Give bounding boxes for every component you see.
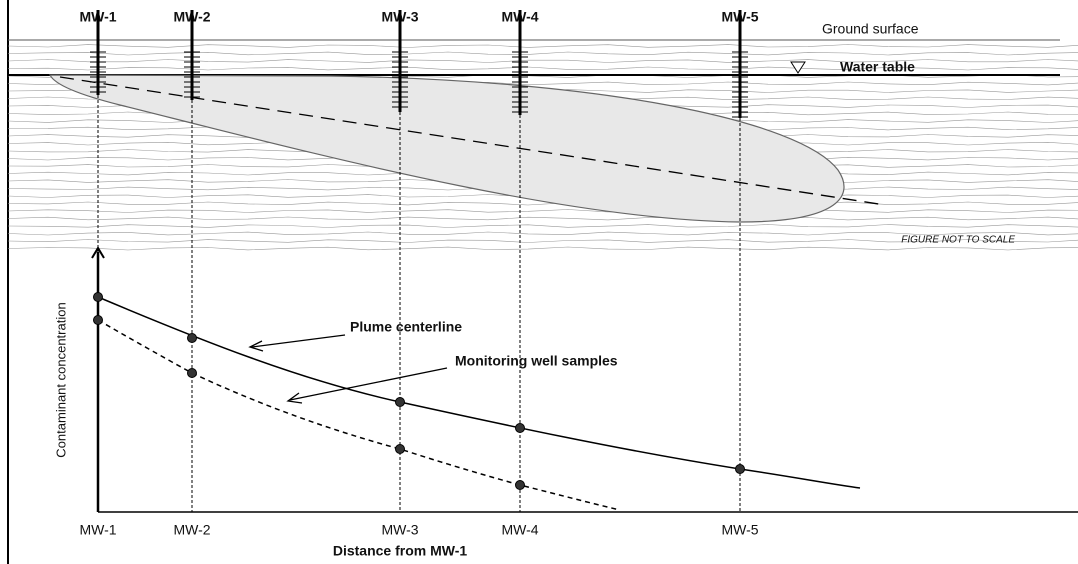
pointer-head xyxy=(248,340,264,352)
plume-centerline-label: Plume centerline xyxy=(350,319,462,335)
hatch-line xyxy=(7,239,1078,243)
hatch-line xyxy=(7,59,1078,63)
pointer-head xyxy=(286,392,303,404)
y-axis-arrow xyxy=(91,246,105,259)
sample-point xyxy=(187,368,197,378)
well-bottom-label: MW-5 xyxy=(721,522,758,538)
pointer xyxy=(289,367,448,401)
pointer xyxy=(251,334,346,348)
hatch-line xyxy=(7,201,1078,206)
well-bottom-label: MW-3 xyxy=(381,522,418,538)
hatch-line xyxy=(7,231,1078,236)
ground-surface-label: Ground surface xyxy=(822,21,919,37)
sample-point xyxy=(515,480,525,490)
sample-point xyxy=(515,423,525,433)
plume-centerline-dash xyxy=(59,76,886,206)
hatch-line xyxy=(7,209,1078,213)
well-bottom-label: MW-2 xyxy=(173,522,210,538)
sample-point xyxy=(735,464,745,474)
monitoring-samples-label: Monitoring well samples xyxy=(455,353,618,369)
scale-note: FIGURE NOT TO SCALE xyxy=(901,235,1015,246)
hatch-line xyxy=(7,44,1078,48)
x-axis-label: Distance from MW-1 xyxy=(333,543,468,559)
sample-point xyxy=(395,397,405,407)
y-axis-label: Contaminant concentration xyxy=(53,302,68,457)
sample-point xyxy=(93,292,103,302)
hatch-line xyxy=(7,216,1078,221)
hatch-line xyxy=(7,246,1078,251)
well-bottom-label: MW-1 xyxy=(79,522,116,538)
sample-point xyxy=(395,444,405,454)
sample-point xyxy=(187,333,197,343)
water-table-symbol xyxy=(790,61,806,74)
wells: MW-1MW-1MW-2MW-2MW-3MW-3MW-4MW-4MW-5MW-5 xyxy=(79,9,758,538)
hatch-line xyxy=(7,224,1078,228)
water-table-label: Water table xyxy=(840,59,915,75)
hatch-line xyxy=(7,66,1078,71)
well-bottom-label: MW-4 xyxy=(501,522,538,538)
sample-point xyxy=(93,315,103,325)
centerline-curve xyxy=(97,296,861,489)
sample-points xyxy=(93,292,745,490)
samples-curve xyxy=(97,319,621,511)
hatch-line xyxy=(7,51,1078,56)
plume xyxy=(49,74,845,223)
